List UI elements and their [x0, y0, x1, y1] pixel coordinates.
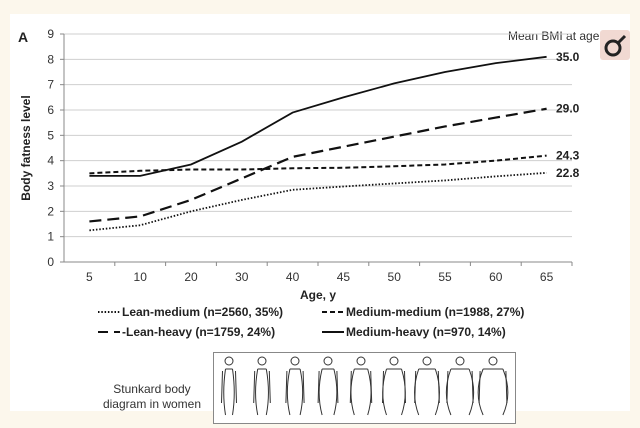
body-figure: [254, 357, 271, 415]
y-tick-label: 8: [47, 52, 54, 66]
legend-label: Lean-medium (n=2560, 35%): [122, 305, 283, 319]
x-tick-label: 45: [337, 270, 351, 284]
x-axis-label: Age, y: [300, 288, 336, 302]
body-figure: [286, 357, 304, 415]
y-tick-label: 1: [47, 230, 54, 244]
y-tick-label: 6: [47, 103, 54, 117]
body-figure: [478, 357, 508, 415]
x-tick-label: 5: [86, 270, 93, 284]
end-label: 24.3: [556, 149, 580, 163]
end-label: 22.8: [556, 166, 580, 180]
x-tick-label: 10: [134, 270, 148, 284]
x-tick-label: 50: [388, 270, 402, 284]
body-figure: [383, 357, 406, 415]
panel-label: A: [18, 29, 28, 45]
x-tick-label: 65: [540, 270, 554, 284]
y-tick-label: 0: [47, 255, 54, 269]
body-figure: [222, 357, 237, 415]
body-figure: [446, 357, 473, 415]
y-tick-label: 2: [47, 204, 54, 218]
x-tick-label: 20: [184, 270, 198, 284]
series-line-short-dash: [89, 156, 546, 174]
legend-label: Medium-medium (n=1988, 27%): [346, 305, 524, 319]
series-line-dotted: [89, 173, 546, 231]
x-tick-label: 30: [235, 270, 249, 284]
line-chart: A Body fatness level Age, y Mean BMI at …: [0, 0, 640, 411]
legend-label: -Lean-heavy (n=1759, 24%): [122, 325, 275, 339]
y-tick-label: 5: [47, 128, 54, 142]
legend-label: Medium-heavy (n=970, 14%): [346, 325, 506, 339]
series-line-solid: [89, 57, 546, 176]
x-tick-label: 40: [286, 270, 300, 284]
end-label: 29.0: [556, 102, 580, 116]
end-label: 35.0: [556, 50, 580, 64]
y-axis-label: Body fatness level: [19, 95, 33, 200]
series-line-long-dash: [89, 109, 546, 222]
body-figure: [415, 357, 440, 415]
annotation-header: Mean BMI at age: [508, 29, 600, 43]
y-tick-label: 9: [47, 27, 54, 41]
stunkard-figures-image: [213, 352, 516, 424]
body-figure: [318, 357, 338, 415]
x-tick-label: 55: [438, 270, 452, 284]
y-tick-label: 3: [47, 179, 54, 193]
x-tick-label: 60: [489, 270, 503, 284]
figure-caption: Stunkard body diagram in women: [92, 382, 212, 412]
y-tick-label: 4: [47, 154, 54, 168]
y-tick-label: 7: [47, 78, 54, 92]
body-figure: [350, 357, 371, 415]
gender-badge-icon: [600, 30, 630, 60]
